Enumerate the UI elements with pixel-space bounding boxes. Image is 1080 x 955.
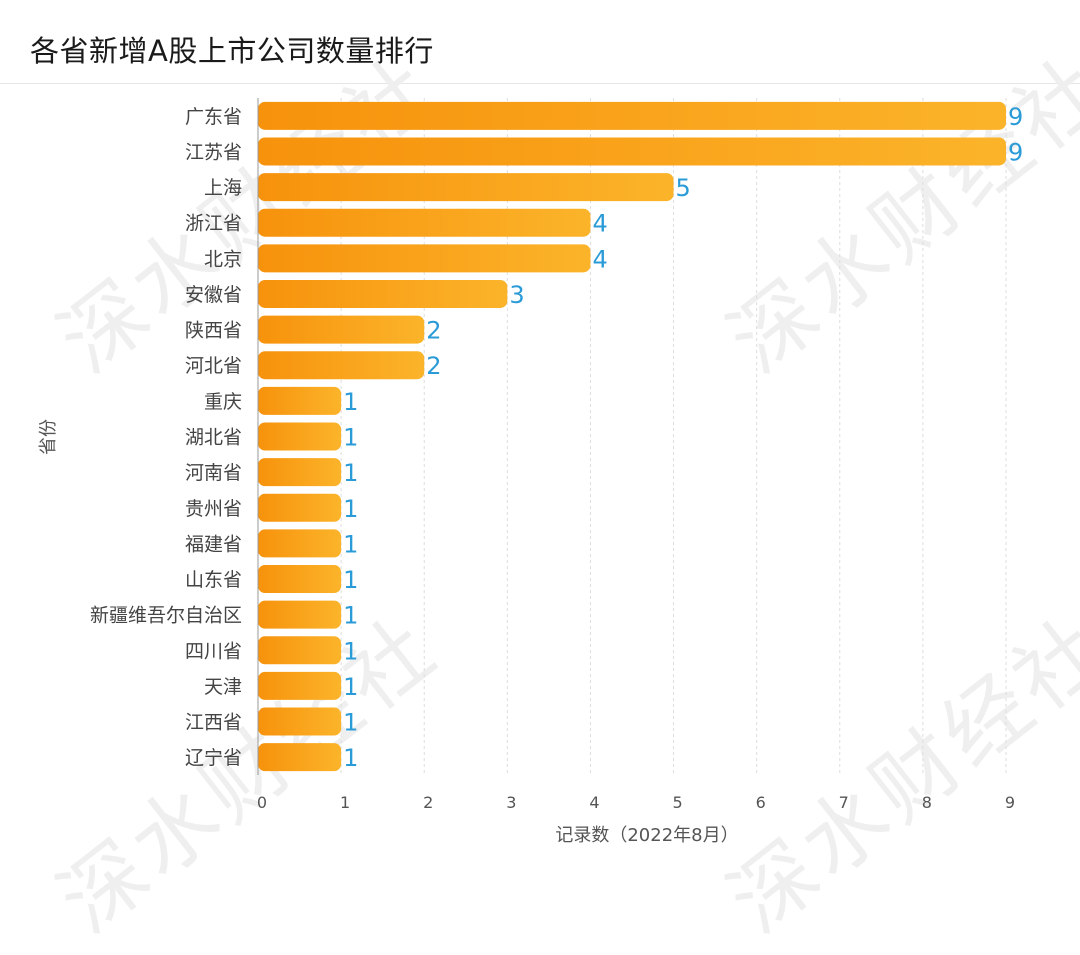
bar: [258, 208, 591, 237]
bar: [258, 743, 342, 772]
value-label: 9: [1008, 103, 1023, 131]
category-label: 北京: [204, 248, 242, 270]
bar: [258, 458, 342, 487]
bar: [258, 386, 342, 415]
x-tick-label: 3: [506, 793, 516, 812]
value-label: 3: [509, 281, 524, 309]
category-label: 重庆: [204, 391, 242, 413]
bar: [258, 565, 342, 594]
x-axis-title: 记录数（2022年8月）: [555, 825, 738, 846]
category-label: 上海: [204, 177, 242, 199]
bar: [258, 600, 342, 629]
category-label: 辽宁省: [185, 747, 242, 769]
value-label: 9: [1008, 138, 1023, 166]
category-label: 贵州省: [185, 498, 242, 520]
bar: [258, 671, 342, 700]
value-label: 1: [343, 709, 358, 737]
bar: [258, 707, 342, 736]
category-label: 浙江省: [185, 213, 242, 235]
y-axis-title: 省份: [38, 419, 59, 455]
bar: [258, 244, 591, 273]
category-label: 山东省: [185, 569, 242, 591]
bar-chart: 广东省江苏省上海浙江省北京安徽省陕西省河北省重庆湖北省河南省贵州省福建省山东省新…: [38, 98, 1023, 846]
x-tick-labels: 0 1 2 3 4 5 6 7 8 9: [257, 793, 1015, 812]
category-label: 江西省: [185, 712, 242, 734]
x-tick-label: 7: [839, 793, 849, 812]
grid-lines: [340, 98, 1007, 775]
value-label: 1: [343, 388, 358, 416]
bar: [258, 422, 342, 451]
category-label: 安徽省: [185, 284, 242, 306]
bar: [258, 173, 674, 202]
value-label: 1: [343, 459, 358, 487]
bar: [258, 529, 342, 558]
value-labels: 9 9 5 4 4 3 2 2 1 1 1 1 1 1 1 1 1 1 1: [343, 103, 1023, 772]
category-label: 江苏省: [185, 141, 242, 163]
value-label: 1: [343, 495, 358, 523]
category-label: 湖北省: [185, 427, 242, 449]
bar: [258, 493, 342, 522]
title-bar: 各省新增A股上市公司数量排行: [0, 0, 1080, 84]
value-label: 5: [676, 174, 691, 202]
value-label: 4: [592, 210, 607, 238]
value-label: 2: [426, 317, 441, 345]
value-label: 1: [343, 530, 358, 558]
bar: [258, 101, 1006, 130]
value-label: 1: [343, 424, 358, 452]
value-label: 1: [343, 637, 358, 665]
x-tick-label: 9: [1005, 793, 1015, 812]
category-label: 河南省: [185, 462, 242, 484]
bar: [258, 137, 1006, 166]
x-tick-label: 6: [756, 793, 766, 812]
x-tick-label: 8: [922, 793, 932, 812]
category-label: 河北省: [185, 355, 242, 377]
x-tick-label: 1: [340, 793, 350, 812]
bar: [258, 315, 425, 344]
x-tick-label: 0: [257, 793, 267, 812]
category-label: 广东省: [185, 106, 242, 128]
category-labels: 广东省江苏省上海浙江省北京安徽省陕西省河北省重庆湖北省河南省贵州省福建省山东省新…: [90, 106, 242, 769]
value-label: 4: [592, 245, 607, 273]
value-label: 1: [343, 602, 358, 630]
bars: [258, 101, 1006, 772]
x-tick-label: 4: [589, 793, 599, 812]
category-label: 陕西省: [185, 320, 242, 342]
category-label: 四川省: [185, 640, 242, 662]
bar: [258, 279, 508, 308]
bar: [258, 636, 342, 665]
value-label: 1: [343, 744, 358, 772]
category-label: 新疆维吾尔自治区: [90, 605, 242, 627]
category-label: 福建省: [185, 533, 242, 555]
x-tick-label: 5: [672, 793, 682, 812]
chart-title: 各省新增A股上市公司数量排行: [30, 34, 434, 68]
category-label: 天津: [204, 676, 242, 698]
value-label: 2: [426, 352, 441, 380]
value-label: 1: [343, 673, 358, 701]
bar: [258, 351, 425, 380]
value-label: 1: [343, 566, 358, 594]
x-tick-label: 2: [423, 793, 433, 812]
